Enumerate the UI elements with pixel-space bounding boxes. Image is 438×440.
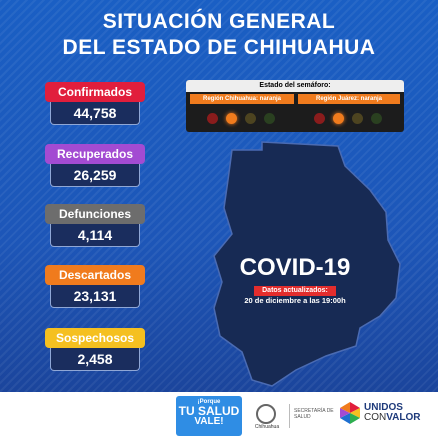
- stat-value: 44,758: [50, 100, 140, 125]
- light-green: [371, 113, 382, 124]
- region-juarez: Región Juárez: naranja: [298, 94, 400, 104]
- title-line-1: SITUACIÓN GENERAL: [102, 10, 336, 33]
- gov-name: Chihuahua: [254, 424, 280, 430]
- stat-label: Descartados: [45, 265, 145, 285]
- covid-title: COVID-19: [239, 254, 351, 281]
- updated-date: 20 de diciembre a las 19:00h: [244, 296, 346, 305]
- stat-recuperados: Recuperados 26,259: [45, 144, 145, 187]
- government-logo: Chihuahua SECRETARÍA DE SALUD: [252, 402, 342, 430]
- stat-value: 26,259: [50, 162, 140, 187]
- stat-defunciones: Defunciones 4,114: [45, 204, 145, 247]
- region-chihuahua: Región Chihuahua: naranja: [190, 94, 294, 104]
- stat-label: Confirmados: [45, 82, 145, 102]
- unidos-word: UNIDOS: [364, 402, 403, 413]
- badge-line-1: ¡Porque: [197, 399, 221, 405]
- state-seal-icon: [256, 404, 276, 424]
- secretaria-salud: SECRETARÍA DE SALUD: [294, 408, 334, 420]
- badge-line-2: TU SALUD: [178, 404, 240, 418]
- stat-value: 2,458: [50, 346, 140, 371]
- stat-label: Sospechosos: [45, 328, 145, 348]
- light-green: [264, 113, 275, 124]
- light-red: [207, 113, 218, 124]
- state-shape: [213, 141, 401, 387]
- valor-word: VALOR: [386, 412, 421, 423]
- con-word: CON: [364, 412, 387, 423]
- updated-label: Datos actualizados:: [254, 286, 336, 296]
- light-orange-active: [333, 113, 344, 124]
- unidos-con-valor-text: UNIDOS CONVALOR: [364, 403, 421, 423]
- stat-label: Defunciones: [45, 204, 145, 224]
- semaforo-panel: Estado del semáforo: Región Chihuahua: n…: [186, 80, 404, 132]
- light-orange-active: [226, 113, 237, 124]
- stat-value: 23,131: [50, 283, 140, 308]
- badge-line-3: VALE!: [194, 416, 224, 427]
- unidos-con-valor-logo-icon: [340, 402, 360, 424]
- tu-salud-vale-badge: ¡Porque TU SALUD VALE!: [176, 396, 242, 436]
- light-red: [314, 113, 325, 124]
- logo-divider: [289, 404, 290, 428]
- light-yellow: [352, 113, 363, 124]
- stat-sospechosos: Sospechosos 2,458: [45, 328, 145, 371]
- light-yellow: [245, 113, 256, 124]
- stat-label: Recuperados: [45, 144, 145, 164]
- stat-descartados: Descartados 23,131: [45, 265, 145, 308]
- stat-confirmados: Confirmados 44,758: [45, 82, 145, 125]
- semaforo-title: Estado del semáforo:: [186, 80, 404, 92]
- title-line-2: DEL ESTADO DE CHIHUAHUA: [62, 36, 376, 59]
- stat-value: 4,114: [50, 222, 140, 247]
